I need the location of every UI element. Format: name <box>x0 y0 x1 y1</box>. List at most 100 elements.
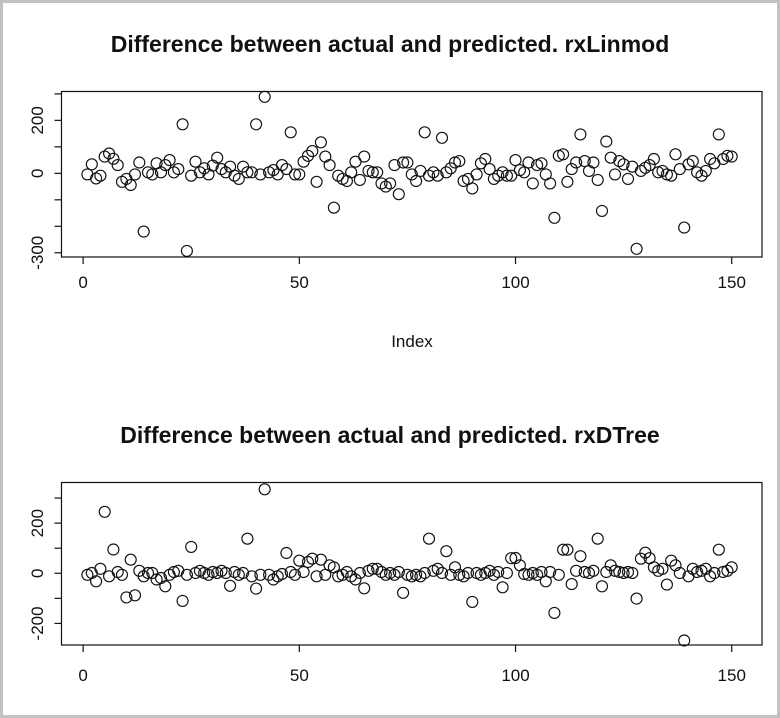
x-tick-label: 50 <box>290 666 309 685</box>
data-point <box>431 562 444 575</box>
data-point <box>137 225 150 238</box>
data-point <box>250 582 263 595</box>
data-point <box>487 172 500 185</box>
data-point <box>613 565 626 579</box>
data-point <box>678 221 691 234</box>
data-point <box>717 152 730 166</box>
data-point <box>306 145 319 158</box>
data-point <box>275 567 289 581</box>
data-point <box>254 568 267 581</box>
data-point <box>505 169 518 182</box>
data-point <box>176 594 189 607</box>
data-point <box>509 551 522 565</box>
data-point <box>167 565 180 579</box>
data-point <box>366 562 379 575</box>
scatter-rxlinmod: 0 50 100 150 200 0 -300 <box>28 90 763 292</box>
data-point <box>111 159 124 172</box>
data-point <box>397 586 410 599</box>
data-point <box>180 568 193 581</box>
data-point <box>358 582 371 595</box>
data-point <box>725 150 738 163</box>
data-point <box>708 157 721 170</box>
data-point <box>349 573 362 586</box>
data-point <box>293 554 306 567</box>
data-point <box>422 169 436 182</box>
data-point <box>665 169 678 182</box>
data-point <box>492 565 505 579</box>
data-point <box>570 564 583 577</box>
data-point <box>561 175 574 188</box>
data-point <box>314 553 327 566</box>
data-point <box>704 570 717 583</box>
data-point <box>327 201 340 214</box>
data-point <box>90 575 103 588</box>
data-point <box>375 177 388 190</box>
data-point <box>691 166 704 179</box>
data-point <box>263 568 276 581</box>
data-point <box>301 555 315 569</box>
y-tick-label: 0 <box>28 569 47 578</box>
data-point <box>254 168 267 181</box>
data-point <box>500 169 513 182</box>
data-point <box>435 131 449 144</box>
x-tick-label: 0 <box>78 273 87 292</box>
data-point <box>219 566 232 580</box>
data-point <box>85 566 98 580</box>
data-point <box>107 152 120 165</box>
data-point <box>721 564 734 577</box>
data-point <box>691 565 704 579</box>
y-tick-label: 200 <box>28 509 47 537</box>
data-point <box>288 168 302 181</box>
x-tick-label: 100 <box>501 666 529 685</box>
data-point <box>392 188 405 201</box>
plot-box <box>60 90 763 258</box>
data-point <box>591 173 604 186</box>
data-point <box>578 155 591 168</box>
data-points <box>81 483 738 647</box>
data-point <box>479 152 492 166</box>
data-point <box>582 164 596 177</box>
data-point <box>371 166 384 179</box>
data-point <box>366 166 379 179</box>
data-point <box>613 155 626 168</box>
data-point <box>621 565 635 579</box>
data-point <box>206 565 219 579</box>
data-point <box>353 173 366 186</box>
data-point <box>647 561 660 574</box>
data-point <box>578 565 591 579</box>
data-point <box>548 606 561 619</box>
data-point <box>176 118 189 131</box>
data-point <box>405 168 418 181</box>
data-point <box>228 169 241 182</box>
data-point <box>604 151 617 164</box>
data-point <box>384 177 397 190</box>
data-point <box>483 163 496 176</box>
data-point <box>570 156 583 169</box>
data-point <box>340 174 353 188</box>
data-point <box>94 169 107 182</box>
data-point <box>561 543 574 556</box>
data-point <box>237 566 250 580</box>
data-point <box>444 568 457 581</box>
data-point <box>185 169 198 182</box>
data-point <box>301 149 315 162</box>
data-point <box>643 159 656 172</box>
data-point <box>526 177 539 190</box>
data-point <box>288 568 302 581</box>
data-point <box>535 157 548 170</box>
data-point <box>548 211 561 224</box>
data-point <box>163 154 176 167</box>
data-point <box>522 156 535 169</box>
data-point <box>466 182 479 195</box>
data-point <box>107 543 120 556</box>
data-point <box>440 166 453 179</box>
data-point <box>319 150 332 163</box>
y-tick-label: 0 <box>28 169 47 178</box>
data-points <box>81 90 738 257</box>
scatter-rxdtree: 0 50 100 150 200 0 -200 <box>28 481 763 685</box>
data-point <box>241 532 254 545</box>
data-point <box>94 562 107 575</box>
data-point <box>418 566 431 580</box>
data-point <box>120 591 133 604</box>
plot-title-rxdtree: Difference between actual and predicted.… <box>120 422 660 448</box>
